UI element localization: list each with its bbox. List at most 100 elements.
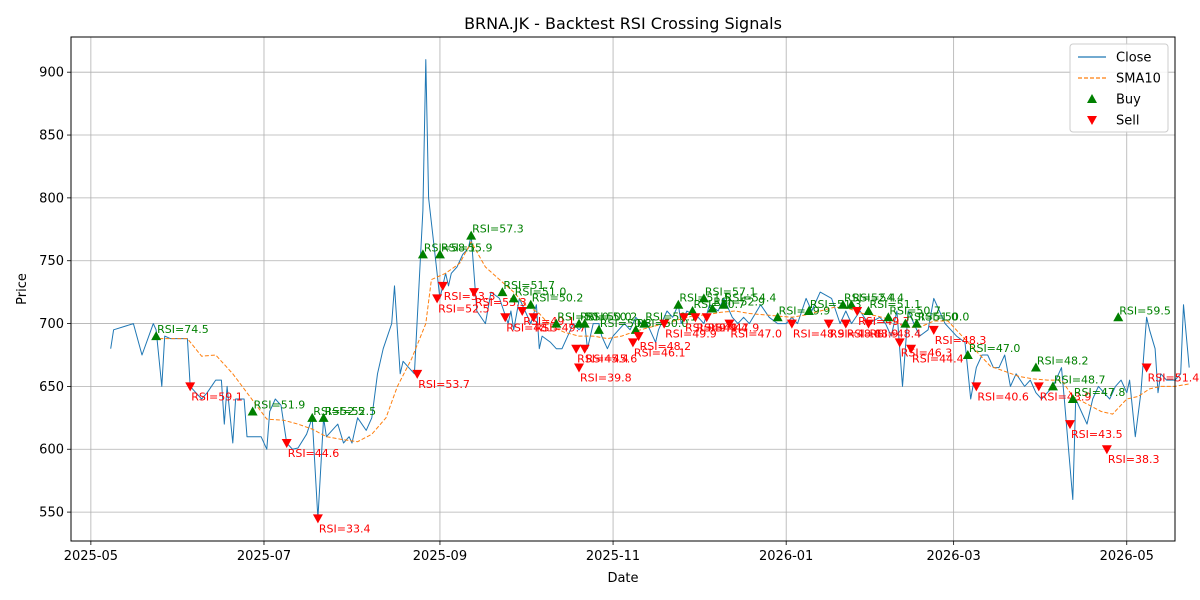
sell-marker — [437, 281, 448, 291]
buy-label: RSI=48.2 — [1037, 355, 1089, 368]
sell-marker — [528, 313, 539, 323]
buy-marker — [883, 312, 894, 322]
sell-label: RSI=49.9 — [665, 328, 717, 341]
buy-label: RSI=51.7 — [503, 279, 555, 292]
buy-marker — [1047, 381, 1058, 391]
x-tick-label: 2026-01 — [759, 549, 813, 564]
buy-marker — [772, 312, 783, 322]
buy-label: RSI=50.7 — [889, 304, 941, 317]
buy-marker — [417, 249, 428, 259]
sell-label: RSI=46.1 — [634, 346, 686, 359]
buy-marker — [900, 318, 911, 328]
sell-label: RSI=48.9 — [847, 328, 899, 341]
sell-label: RSI=48.2 — [640, 340, 692, 353]
buy-marker — [434, 249, 445, 259]
x-tick-label: 2026-05 — [1100, 549, 1154, 564]
sell-label: RSI=48.9 — [793, 328, 845, 341]
sell-marker — [574, 363, 585, 373]
sell-label: RSI=49.7 — [858, 315, 910, 328]
sell-marker — [517, 306, 528, 316]
sell-marker — [823, 319, 834, 329]
sell-label: RSI=49.1 — [523, 315, 575, 328]
buy-label: RSI=47.0 — [969, 342, 1021, 355]
buy-label: RSI=51.1 — [869, 298, 921, 311]
sell-marker — [1033, 382, 1044, 392]
buy-marker — [630, 324, 641, 334]
grid — [71, 37, 1175, 541]
sell-marker — [627, 338, 638, 348]
signal-layer: RSI=74.5 RSI=59.1 RSI=51.9 RSI=44.6 RSI=52.5… — [151, 223, 1200, 535]
buy-marker — [837, 299, 848, 309]
sell-marker — [894, 338, 905, 348]
sell-marker — [412, 369, 423, 379]
buy-marker — [525, 299, 536, 309]
sell-label: RSI=51.4 — [1148, 372, 1200, 385]
buy-marker — [911, 318, 922, 328]
buy-label: RSI=49.9 — [779, 304, 831, 317]
sell-marker — [701, 313, 712, 323]
y-axis-label: Price — [15, 273, 30, 305]
sell-marker — [571, 344, 582, 354]
y-tick-label: 750 — [39, 254, 64, 269]
buy-marker — [318, 412, 329, 422]
buy-marker — [497, 287, 508, 297]
sell-marker — [432, 294, 443, 304]
sell-label: RSI=52.5 — [438, 302, 490, 315]
sell-label: RSI=53.7 — [418, 378, 470, 391]
buy-marker — [1030, 362, 1041, 372]
sell-label: RSI=45.4 — [577, 353, 629, 366]
legend-label: SMA10 — [1116, 72, 1161, 87]
buy-marker — [1067, 393, 1078, 403]
sell-marker — [1101, 445, 1112, 455]
sell-label: RSI=47.9 — [708, 321, 760, 334]
buy-marker — [508, 293, 519, 303]
sell-marker — [679, 313, 690, 323]
buy-marker — [151, 331, 162, 341]
sell-label: RSI=46.3 — [901, 346, 953, 359]
buy-label: RSI=50.2 — [532, 292, 584, 305]
buy-marker — [863, 305, 874, 315]
buy-label: RSI=57.1 — [705, 285, 757, 298]
buy-label: RSI=48.7 — [1054, 373, 1106, 386]
buy-marker — [962, 349, 973, 359]
sell-label: RSI=48.4 — [869, 328, 921, 341]
legend: Close SMA10 Buy Sell — [1069, 43, 1169, 133]
buy-label: RSI=58.1 — [424, 241, 476, 254]
buy-label: RSI=55.9 — [441, 241, 493, 254]
buy-marker — [247, 406, 258, 416]
sell-label: RSI=33.4 — [319, 522, 371, 535]
sell-marker — [863, 319, 874, 329]
buy-marker — [551, 318, 562, 328]
y-tick-label: 800 — [39, 191, 64, 206]
plot-frame — [70, 36, 1176, 542]
sell-marker — [659, 319, 670, 329]
legend-label: Close — [1116, 51, 1151, 66]
legend-label: Sell — [1116, 114, 1139, 129]
buy-marker — [579, 318, 590, 328]
sell-label: RSI=45.6 — [586, 353, 638, 366]
sell-label: RSI=48.3 — [935, 334, 987, 347]
x-tick-label: 2025-05 — [64, 549, 118, 564]
sell-marker — [724, 319, 735, 329]
buy-label: RSI=59.5 — [1119, 304, 1171, 317]
buy-marker — [307, 412, 318, 422]
sell-marker — [906, 344, 917, 354]
x-tick-label: 2025-11 — [586, 549, 640, 564]
sell-marker — [500, 313, 511, 323]
x-axis: 2025-05 2025-07 2025-09 2025-11 2026-01 2026-… — [64, 541, 1154, 564]
buy-marker — [803, 305, 814, 315]
sell-label: RSI=43.5 — [1071, 428, 1123, 441]
buy-label: RSI=51.9 — [254, 399, 306, 412]
y-tick-label: 700 — [39, 317, 64, 332]
buy-label: RSI=50.0 — [557, 311, 609, 324]
buy-marker — [1113, 312, 1124, 322]
buy-label: RSI=51.0 — [906, 311, 958, 324]
buy-marker — [687, 305, 698, 315]
sell-label: RSI=38.3 — [1108, 453, 1160, 466]
sell-label: RSI=49.7 — [535, 321, 587, 334]
y-tick-label: 600 — [39, 443, 64, 458]
x-tick-label: 2026-03 — [926, 549, 980, 564]
buy-label: RSI=57.3 — [472, 223, 524, 236]
